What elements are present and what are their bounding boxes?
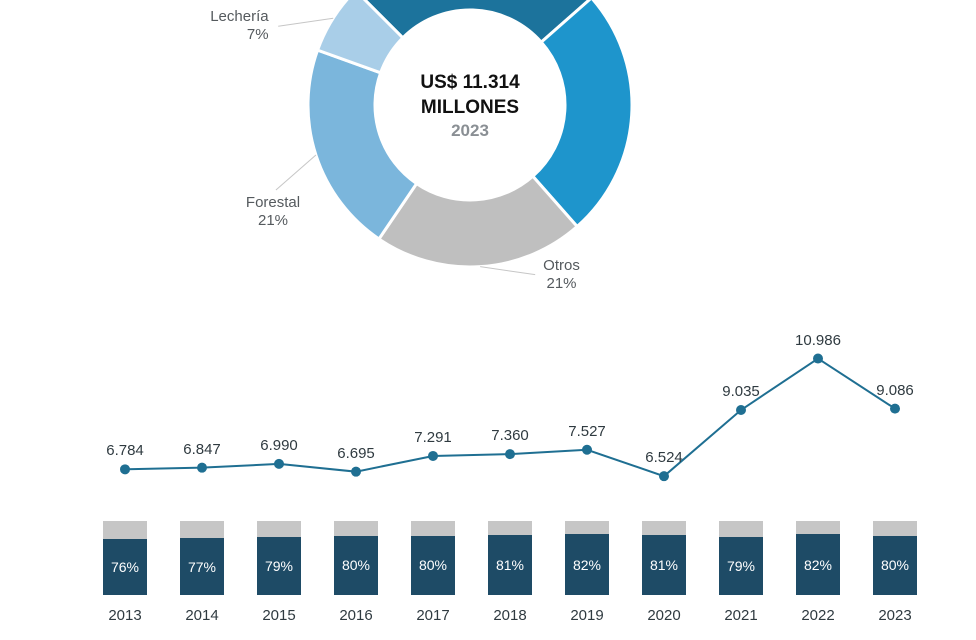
bar: 82% (796, 521, 840, 595)
donut-label-otros: Otros21% (543, 257, 580, 293)
center-amount: US$ 11.314 (385, 71, 555, 96)
line-value-label: 6.784 (106, 442, 144, 459)
bar-pct-label: 82% (573, 557, 601, 573)
line-value-label: 7.360 (491, 427, 529, 444)
bar-remainder (642, 521, 686, 535)
line-marker (659, 471, 669, 481)
line-value-label: 10.986 (795, 332, 841, 349)
bar-remainder (411, 521, 455, 536)
bar-pct-label: 79% (727, 558, 755, 574)
bar-main: 81% (642, 535, 686, 595)
bar-remainder (334, 521, 378, 536)
line-value-label: 6.524 (645, 449, 683, 466)
line-value-label: 6.695 (337, 445, 375, 462)
bar: 79% (257, 521, 301, 595)
bar-remainder (257, 521, 301, 537)
leader-lecheria (278, 18, 333, 26)
year-label: 2020 (647, 607, 680, 624)
bar-pct-label: 82% (804, 557, 832, 573)
bar-pct-label: 81% (496, 557, 524, 573)
bar: 80% (334, 521, 378, 595)
year-label: 2015 (262, 607, 295, 624)
line-value-label: 7.527 (568, 423, 606, 440)
line-value-label: 6.990 (260, 437, 298, 454)
bar-remainder (796, 521, 840, 534)
bar: 81% (488, 521, 532, 595)
year-label: 2017 (416, 607, 449, 624)
bar-pct-label: 80% (342, 557, 370, 573)
bar-pct-label: 81% (650, 557, 678, 573)
year-label: 2016 (339, 607, 372, 624)
line-marker (351, 467, 361, 477)
bar-remainder (719, 521, 763, 537)
bar: 76% (103, 521, 147, 595)
bar-main: 81% (488, 535, 532, 595)
line-marker (120, 464, 130, 474)
bar-main: 80% (411, 536, 455, 595)
line-value-label: 7.291 (414, 429, 452, 446)
bar-main: 80% (873, 536, 917, 595)
bar-pct-label: 77% (188, 559, 216, 575)
year-label: 2018 (493, 607, 526, 624)
bar-main: 82% (796, 534, 840, 595)
line-value-label: 9.086 (876, 382, 914, 399)
bar-pct-label: 80% (419, 557, 447, 573)
leader-otros (480, 267, 535, 275)
line-value-label: 6.847 (183, 441, 221, 458)
bar-remainder (103, 521, 147, 539)
year-label: 2022 (801, 607, 834, 624)
bar: 79% (719, 521, 763, 595)
line-marker (890, 404, 900, 414)
line-marker (582, 445, 592, 455)
line-marker (505, 449, 515, 459)
bar-remainder (565, 521, 609, 534)
line-marker (197, 463, 207, 473)
bar-remainder (873, 521, 917, 536)
bar-pct-label: 76% (111, 559, 139, 575)
bar: 82% (565, 521, 609, 595)
bar-main: 76% (103, 539, 147, 595)
donut-label-forestal: Forestal21% (246, 194, 300, 230)
donut-label-lecheria: Lechería7% (210, 8, 268, 44)
year-label: 2019 (570, 607, 603, 624)
bar-main: 80% (334, 536, 378, 595)
year-label: 2023 (878, 607, 911, 624)
line-marker (274, 459, 284, 469)
bar-main: 82% (565, 534, 609, 595)
bar-pct-label: 79% (265, 558, 293, 574)
bar-main: 79% (719, 537, 763, 595)
bar-remainder (180, 521, 224, 538)
line-marker (736, 405, 746, 415)
bar: 77% (180, 521, 224, 595)
year-label: 2013 (108, 607, 141, 624)
center-unit: MILLONES (385, 96, 555, 121)
bar-pct-label: 80% (881, 557, 909, 573)
bar: 80% (873, 521, 917, 595)
bar-remainder (488, 521, 532, 535)
year-label: 2014 (185, 607, 218, 624)
donut-center-text: US$ 11.314 MILLONES 2023 (385, 71, 555, 142)
bar: 80% (411, 521, 455, 595)
year-label: 2021 (724, 607, 757, 624)
center-year: 2023 (385, 120, 555, 142)
bar-main: 79% (257, 537, 301, 595)
line-value-label: 9.035 (722, 383, 760, 400)
line-marker (428, 451, 438, 461)
bar: 81% (642, 521, 686, 595)
bar-main: 77% (180, 538, 224, 595)
leader-forestal (276, 155, 316, 190)
